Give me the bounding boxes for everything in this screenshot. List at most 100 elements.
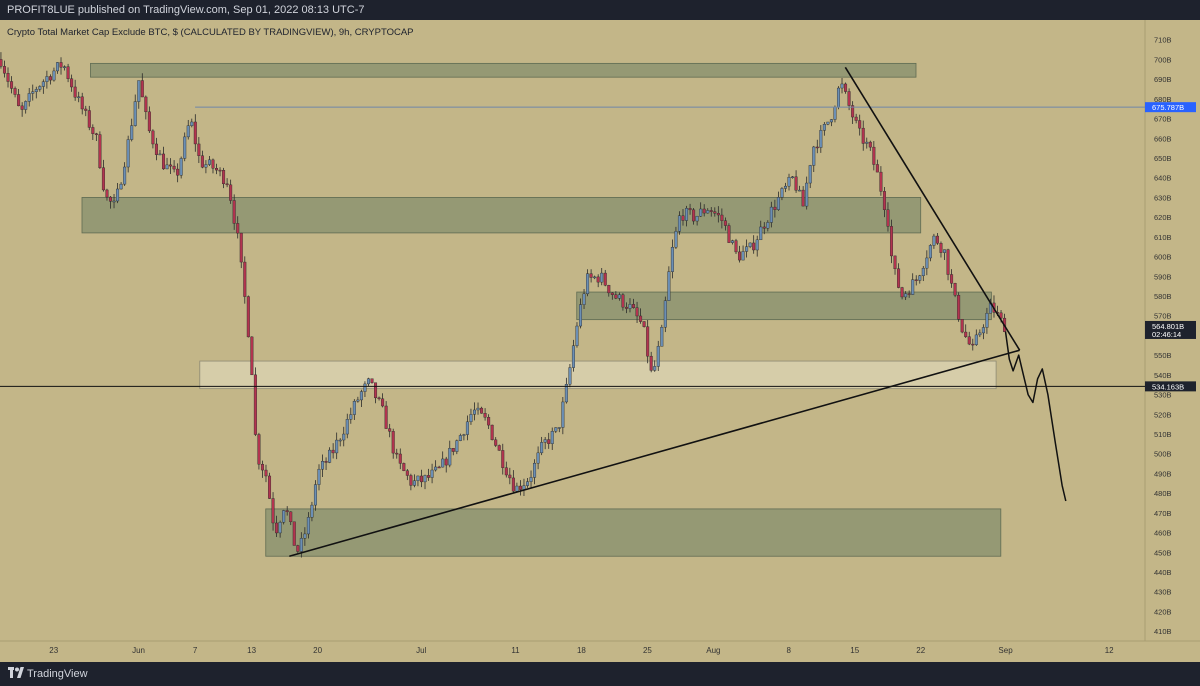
y-tick-label: 610B — [1154, 233, 1172, 242]
candle-body — [808, 165, 812, 184]
candle-body — [345, 419, 349, 435]
y-tick-label: 650B — [1154, 154, 1172, 163]
header-bar: PROFIT8LUE published on TradingView.com,… — [0, 0, 1200, 20]
candle-body — [472, 409, 476, 415]
candle-body — [179, 158, 183, 176]
candle-body — [564, 384, 568, 403]
candle-body — [593, 276, 597, 279]
candle-body — [165, 164, 169, 170]
candle-body — [126, 139, 130, 168]
price-label-box — [1145, 320, 1196, 339]
candle-body — [745, 246, 749, 252]
candle-body — [70, 78, 74, 88]
candle-body — [526, 481, 530, 486]
candle-body — [872, 146, 876, 165]
candle-body — [204, 164, 208, 168]
candle-body — [801, 189, 805, 207]
candle-body — [299, 538, 303, 552]
candle-body — [840, 83, 844, 89]
candle-body — [561, 401, 565, 428]
candle-body — [366, 378, 370, 385]
candle-body — [554, 427, 558, 432]
candle-body — [229, 184, 233, 201]
candle-body — [108, 196, 112, 202]
candle-body — [741, 251, 745, 261]
x-tick-label: Sep — [998, 646, 1013, 655]
candle-body — [176, 168, 180, 176]
candle-body — [48, 76, 52, 81]
y-tick-label: 580B — [1154, 292, 1172, 301]
candle-body — [2, 66, 6, 74]
sr-zone — [81, 197, 922, 234]
price-label: 534.163B — [1152, 382, 1184, 391]
candle-body — [621, 294, 625, 308]
candle-body — [695, 216, 699, 222]
candle-body — [932, 235, 936, 246]
candle-body — [278, 522, 282, 534]
candle-body — [260, 463, 264, 471]
candle-body — [805, 182, 809, 207]
candle-body — [465, 421, 469, 435]
publish-info: PROFIT8LUE published on TradingView.com,… — [7, 4, 365, 16]
candle-body — [738, 251, 742, 261]
candle-body — [674, 231, 678, 248]
candle-body — [395, 452, 399, 455]
candle-body — [826, 121, 830, 125]
y-tick-label: 450B — [1154, 548, 1172, 557]
candle-body — [822, 124, 826, 131]
candle-body — [338, 439, 342, 442]
candle-body — [540, 442, 544, 454]
chart-area[interactable]: 710B 700B 690B 680B 670B 660B 650B 640B 630B 620B… — [0, 20, 1200, 662]
y-tick-label: 410B — [1154, 627, 1172, 636]
candle-body — [971, 343, 975, 346]
candle-body — [13, 88, 17, 95]
candle-body — [487, 417, 491, 426]
x-tick-label: 15 — [850, 646, 859, 655]
candle-body — [391, 431, 395, 454]
candle-body — [943, 249, 947, 253]
candle-body — [709, 210, 713, 212]
price-chart[interactable]: 710B 700B 690B 680B 670B 660B 650B 640B 630B 620B… — [0, 20, 1200, 662]
candle-body — [579, 304, 583, 327]
candle-body — [483, 413, 487, 418]
candle-body — [632, 304, 636, 308]
x-tick-label: Jun — [132, 646, 145, 655]
candle-body — [501, 450, 505, 468]
candle-body — [101, 167, 105, 191]
candle-body — [197, 143, 201, 156]
candle-body — [844, 83, 848, 92]
y-tick-label: 570B — [1154, 312, 1172, 321]
candle-body — [77, 96, 81, 99]
time-axis[interactable] — [0, 641, 1200, 662]
candle-body — [55, 62, 59, 72]
candle-body — [282, 510, 286, 523]
candle-body — [603, 272, 607, 286]
candle-body — [911, 279, 915, 295]
projection-path — [1004, 331, 1067, 502]
candle-body — [27, 93, 31, 102]
sr-zone — [199, 360, 997, 390]
candle-body — [147, 111, 151, 132]
x-tick-labels: 23 Jun 7 13 20 Jul 11 18 25 Aug 8 15 22 Sep 12 — [49, 646, 1114, 655]
candle-body — [310, 504, 314, 518]
candle-body — [939, 243, 943, 253]
candle-body — [847, 91, 851, 106]
candle-body — [0, 59, 3, 67]
candle-body — [423, 475, 427, 483]
candle-body — [981, 327, 985, 334]
y-tick-label: 640B — [1154, 174, 1172, 183]
candle-body — [162, 153, 166, 170]
x-tick-label: Jul — [416, 646, 426, 655]
candle-body — [59, 62, 63, 68]
y-tick-label: 690B — [1154, 75, 1172, 84]
x-tick-label: 25 — [643, 646, 652, 655]
y-tick-label: 600B — [1154, 253, 1172, 262]
candle-body — [331, 449, 335, 454]
candle-body — [776, 197, 780, 210]
price-label-box — [1145, 381, 1196, 392]
candle-body — [642, 321, 646, 327]
candle-body — [144, 96, 148, 113]
candle-body — [448, 448, 452, 466]
y-tick-label: 420B — [1154, 607, 1172, 616]
